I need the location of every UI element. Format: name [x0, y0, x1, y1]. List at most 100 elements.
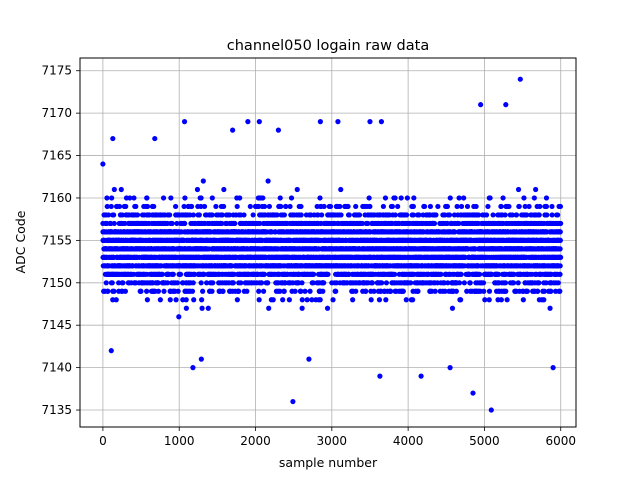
data-point	[359, 220, 366, 227]
data-point	[277, 288, 283, 294]
data-point	[427, 203, 434, 210]
data-point	[477, 271, 483, 277]
data-point	[221, 203, 227, 210]
data-point	[209, 195, 215, 201]
data-point	[281, 288, 287, 294]
data-point	[333, 288, 339, 294]
data-point	[219, 212, 225, 218]
data-point	[196, 212, 202, 218]
data-point	[155, 288, 162, 294]
data-point	[123, 203, 129, 210]
data-point	[444, 203, 451, 210]
data-point	[175, 288, 181, 294]
data-point	[190, 280, 196, 286]
data-point	[392, 195, 398, 201]
data-point	[458, 203, 465, 210]
data-point	[144, 195, 150, 201]
data-point	[270, 297, 276, 303]
data-point	[330, 297, 336, 303]
data-point	[209, 212, 215, 218]
data-point	[170, 271, 176, 277]
data-point	[116, 203, 123, 210]
data-point	[327, 203, 334, 210]
data-point	[200, 178, 206, 184]
data-point	[159, 271, 166, 277]
data-point	[356, 212, 363, 218]
data-point	[256, 288, 262, 294]
data-point	[256, 297, 262, 303]
data-point	[247, 203, 253, 210]
data-point	[177, 271, 184, 277]
data-point	[138, 288, 144, 294]
data-point	[188, 203, 195, 210]
data-point	[382, 195, 389, 201]
data-point	[294, 186, 300, 193]
data-point	[317, 297, 323, 303]
data-point	[261, 271, 268, 277]
data-point	[198, 280, 204, 286]
data-point	[183, 297, 189, 303]
data-point	[265, 280, 271, 286]
scatter-points	[100, 76, 564, 413]
data-point	[453, 288, 459, 294]
data-point	[411, 195, 417, 201]
data-point	[108, 220, 114, 227]
data-point	[219, 220, 225, 227]
data-point	[380, 203, 386, 210]
data-point	[350, 297, 356, 303]
data-point	[467, 280, 473, 286]
data-point	[365, 220, 371, 227]
data-point	[244, 288, 250, 294]
data-point	[395, 203, 401, 210]
data-point	[287, 203, 293, 210]
data-point	[432, 288, 438, 294]
data-point	[368, 297, 374, 303]
data-point	[198, 195, 204, 201]
data-point	[190, 212, 196, 218]
data-point	[260, 195, 266, 201]
data-point	[265, 178, 271, 184]
data-point	[400, 288, 406, 294]
data-point	[250, 212, 256, 218]
data-point	[200, 288, 206, 294]
data-point	[169, 220, 175, 227]
data-point	[119, 212, 125, 218]
data-point	[456, 195, 462, 201]
data-point	[210, 280, 216, 286]
data-point	[376, 297, 383, 303]
data-point	[353, 288, 359, 294]
data-point	[183, 305, 189, 311]
data-point	[299, 297, 305, 303]
data-point	[371, 288, 377, 294]
data-point	[458, 297, 464, 303]
data-point	[103, 280, 109, 286]
data-point	[167, 297, 173, 303]
data-point	[458, 271, 464, 277]
data-point	[165, 280, 171, 286]
data-point	[338, 212, 344, 218]
data-point	[109, 280, 115, 286]
data-point	[160, 195, 167, 201]
data-point	[280, 297, 286, 303]
data-point	[191, 271, 198, 277]
data-point	[461, 195, 467, 201]
data-point	[168, 195, 174, 201]
data-point	[292, 288, 298, 294]
data-point	[155, 280, 161, 286]
data-point	[277, 195, 283, 201]
data-point	[176, 314, 182, 320]
data-point	[199, 297, 205, 303]
data-point	[317, 195, 323, 201]
data-point	[144, 288, 150, 294]
data-point	[131, 195, 137, 201]
data-point	[363, 288, 369, 294]
data-point	[173, 297, 179, 303]
data-point	[286, 297, 292, 303]
data-point	[161, 288, 167, 294]
data-point	[105, 288, 111, 294]
data-point	[181, 203, 187, 210]
data-point	[278, 203, 284, 210]
data-point	[198, 203, 204, 210]
data-point	[104, 203, 110, 210]
